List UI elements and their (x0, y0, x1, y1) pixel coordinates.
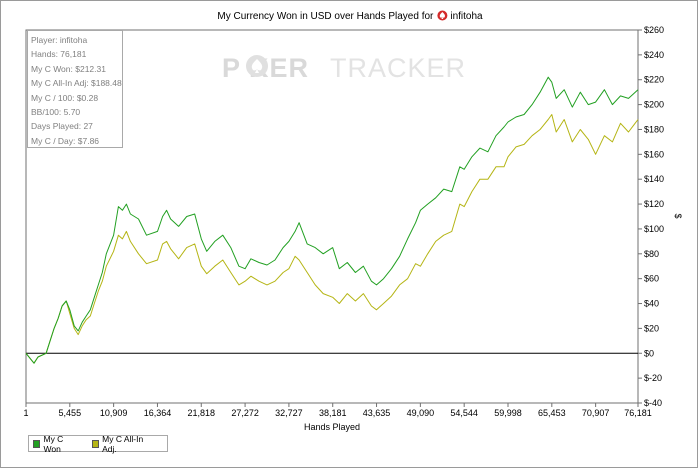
plot-area (25, 29, 639, 404)
x-tick-label: 59,998 (494, 408, 522, 418)
x-tick-label: 5,455 (59, 408, 82, 418)
series-line-0 (25, 76, 639, 364)
y-tick-label: $220 (644, 75, 664, 85)
chart-title-user: infitoha (450, 11, 483, 22)
watermark-tracker: TRACKER (330, 53, 466, 83)
x-tick-label: 54,544 (450, 408, 478, 418)
x-tick-label: 1 (23, 408, 28, 418)
player-stats-box: Player: infitoha Hands: 76,181 My C Won:… (27, 30, 123, 148)
y-tick-label: $200 (644, 100, 664, 110)
stat-per-day: My C / Day: $7.86 (31, 135, 100, 146)
watermark-spade-icon (246, 55, 268, 77)
y-tick-label: $240 (644, 50, 664, 60)
stat-hands: Hands: 76,181 (31, 49, 87, 60)
stat-per-100: My C / 100: $0.28 (31, 92, 99, 103)
y-tick-label: $80 (644, 249, 659, 259)
x-tick-label: 70,907 (582, 408, 610, 418)
legend-label-won: My C Won (43, 433, 64, 454)
legend-swatch-won (33, 439, 41, 448)
x-tick-label: 10,909 (100, 408, 128, 418)
legend-label-allin: My C All-In Adj. (102, 433, 144, 454)
x-tick-label: 76,181 (624, 408, 652, 418)
chart-title-group: My Currency Won in USD over Hands Played… (217, 10, 483, 22)
y-tick-label: $120 (644, 199, 664, 209)
x-tick-label: 65,453 (538, 408, 566, 418)
x-tick-label: 16,364 (144, 408, 172, 418)
y-tick-label: $-40 (644, 398, 662, 408)
x-tick-label: 43,635 (363, 408, 391, 418)
x-tick-label: 27,272 (231, 408, 259, 418)
stat-player: Player: infitoha (31, 35, 88, 45)
y-tick-label: $60 (644, 274, 659, 284)
pokerstars-spade-icon (437, 10, 448, 21)
y-axis-title: $ (673, 213, 683, 218)
y-tick-label: $180 (644, 124, 664, 134)
stat-bb-100: BB/100: 5.70 (31, 107, 81, 118)
y-tick-label: $260 (644, 25, 664, 35)
x-tick-label: 32,727 (275, 408, 303, 418)
y-tick-label: $160 (644, 149, 664, 159)
y-tick-label: $-20 (644, 373, 662, 383)
chart-legend: My C Won My C All-In Adj. (28, 433, 168, 454)
stat-allin-adj: My C All-In Adj: $188.48 (31, 78, 122, 89)
stat-days-played: Days Played: 27 (31, 121, 93, 132)
y-tick-label: $100 (644, 224, 664, 234)
legend-item-allin[interactable]: My C All-In Adj. (91, 433, 155, 454)
y-tick-label: $140 (644, 174, 664, 184)
y-tick-label: $0 (644, 348, 654, 358)
x-axis-title: Hands Played (304, 422, 360, 432)
x-tick-label: 49,090 (407, 408, 435, 418)
legend-item-won[interactable]: My C Won (33, 434, 80, 454)
y-tick-label: $20 (644, 323, 659, 333)
stat-won: My C Won: $212.31 (31, 63, 106, 74)
y-tick-label: $40 (644, 299, 659, 309)
chart-title: My Currency Won in USD over Hands Played… (217, 11, 434, 22)
x-tick-label: 21,818 (188, 408, 216, 418)
x-tick-label: 38,181 (319, 408, 347, 418)
series-line-1 (25, 114, 639, 364)
legend-swatch-allin (91, 439, 100, 448)
